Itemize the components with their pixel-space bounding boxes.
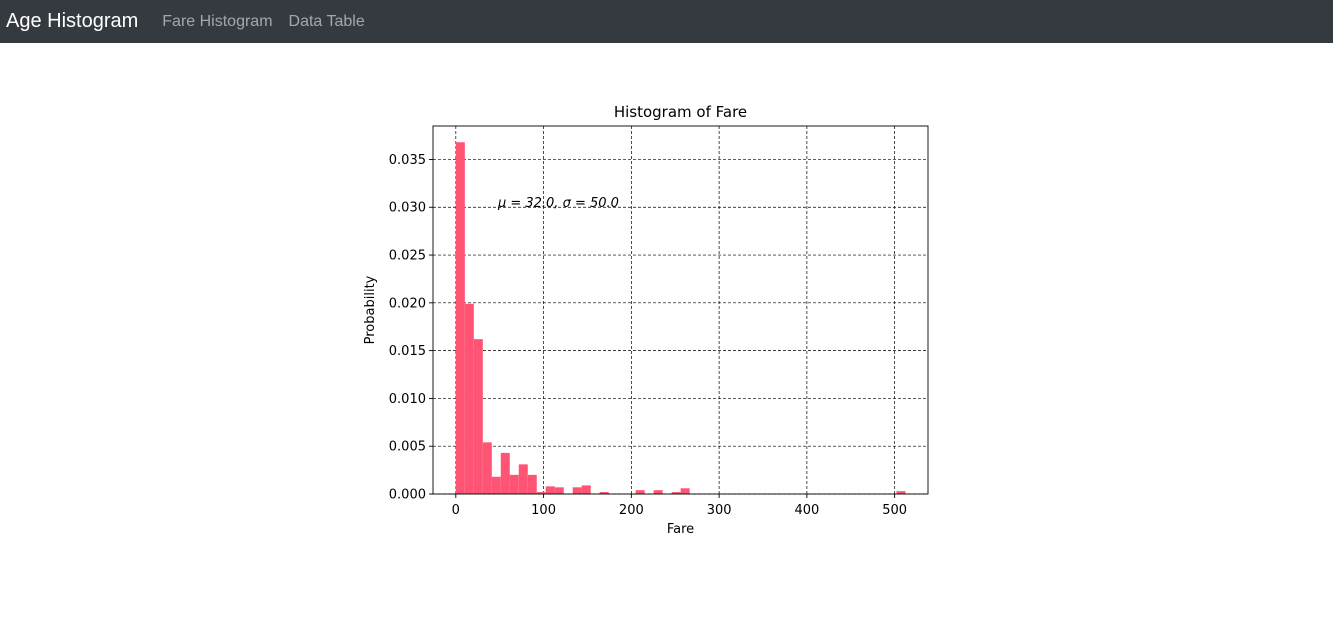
- histogram-bar-10: [545, 486, 555, 494]
- histogram-bar-16: [599, 492, 609, 494]
- histogram-bar-6: [509, 474, 519, 494]
- histogram-bar-8: [527, 474, 537, 494]
- histogram-bar-5: [500, 452, 510, 494]
- y-axis-label: Probability: [363, 275, 378, 344]
- nav-link-fare-histogram[interactable]: Fare Histogram: [162, 12, 273, 30]
- x-tick-label-5: 500: [882, 503, 907, 518]
- histogram-bar-25: [680, 488, 690, 494]
- fare-histogram-chart: Histogram of Fare 0 100 200 300 400 500 0.000…: [363, 103, 929, 537]
- plot-frame: [432, 125, 929, 495]
- navbar: Age Histogram Fare Histogram Data Table: [0, 0, 1333, 43]
- histogram-bar-20: [635, 490, 645, 494]
- x-tick-label-4: 400: [794, 503, 819, 518]
- y-tick-label-7: 0.035: [389, 153, 426, 168]
- nav-link-data-table[interactable]: Data Table: [288, 12, 365, 30]
- histogram-bar-13: [572, 487, 582, 494]
- x-axis-label: Fare: [667, 522, 694, 537]
- y-axis-ticks: 0.000 0.005 0.010 0.015 0.020 0.025 0.030 0.035: [389, 153, 433, 503]
- histogram-bar-3: [482, 442, 492, 494]
- y-tick-label-0: 0.000: [389, 488, 426, 503]
- histogram-bar-1: [464, 303, 474, 494]
- histogram-bar-7: [518, 464, 528, 494]
- x-tick-label-1: 100: [531, 503, 556, 518]
- y-tick-label-3: 0.015: [389, 344, 426, 359]
- histogram-bar-11: [554, 487, 564, 494]
- y-tick-label-2: 0.010: [389, 392, 426, 407]
- histogram-bar-14: [581, 485, 591, 494]
- x-tick-label-3: 300: [707, 503, 732, 518]
- chart-bars: [455, 142, 906, 494]
- histogram-bar-2: [473, 339, 483, 494]
- histogram-bar-49: [896, 491, 906, 494]
- x-axis-ticks: 0 100 200 300 400 500: [452, 494, 907, 518]
- x-tick-label-2: 200: [619, 503, 644, 518]
- y-tick-label-6: 0.030: [389, 201, 426, 216]
- chart-grid: [433, 126, 928, 495]
- x-tick-label-0: 0: [452, 503, 460, 518]
- stats-annotation: μ = 32.0, σ = 50.0: [497, 196, 619, 211]
- y-tick-label-5: 0.025: [389, 249, 426, 264]
- histogram-bar-24: [671, 492, 681, 494]
- y-tick-label-1: 0.005: [389, 440, 426, 455]
- y-tick-label-4: 0.020: [389, 296, 426, 311]
- navbar-brand[interactable]: Age Histogram: [6, 10, 139, 32]
- histogram-bar-9: [536, 492, 546, 494]
- histogram-bar-0: [455, 142, 465, 494]
- histogram-bar-22: [653, 490, 663, 494]
- histogram-bar-4: [491, 476, 501, 494]
- chart-title: Histogram of Fare: [614, 103, 747, 121]
